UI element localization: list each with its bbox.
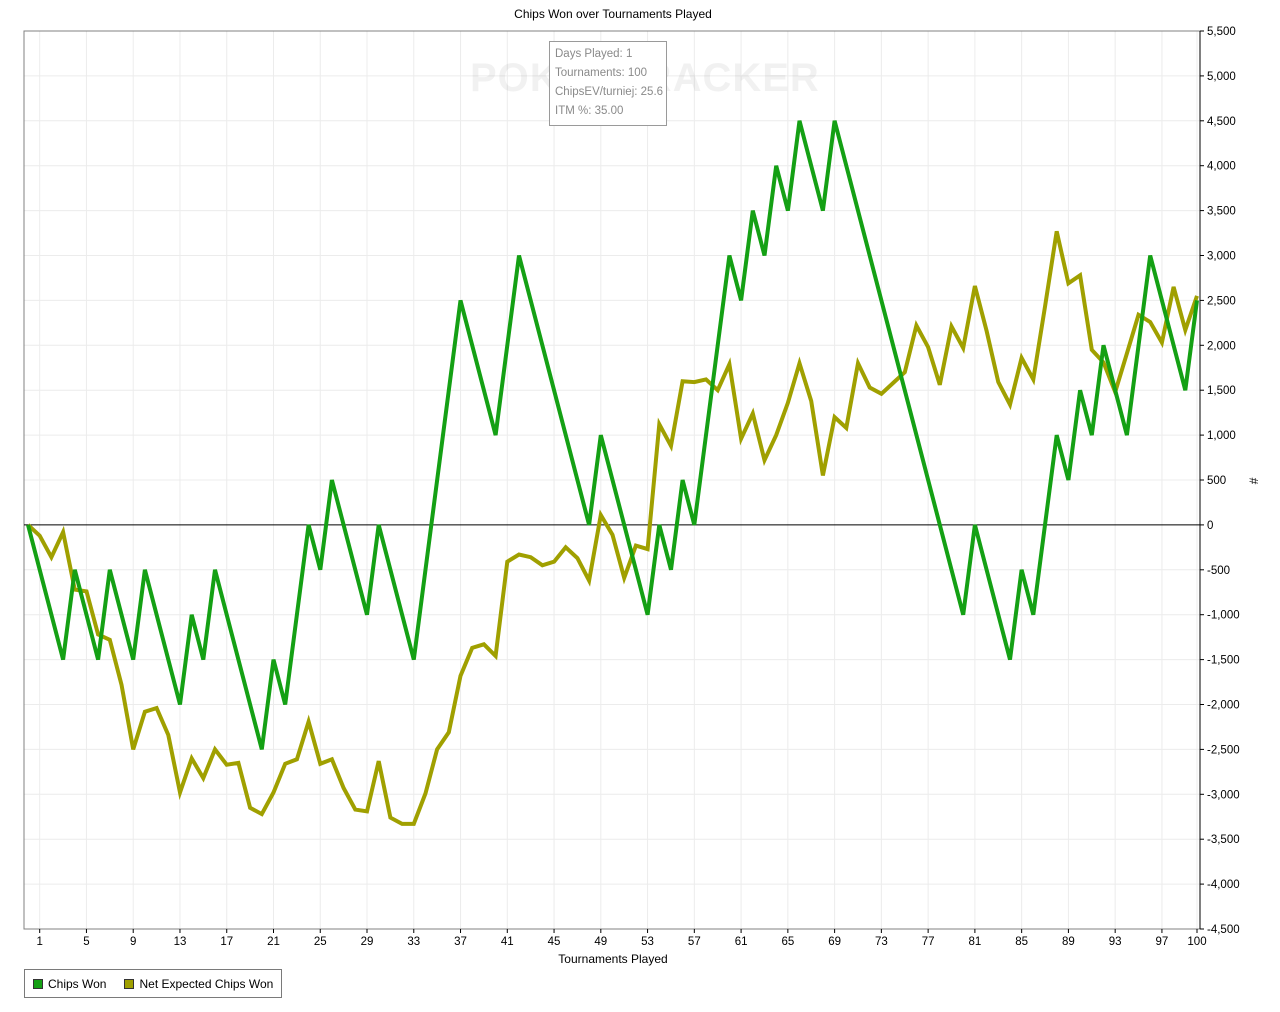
series-line-chips-won: [26, 120, 1199, 750]
x-tick-label: 61: [735, 936, 748, 948]
x-tick-label: 89: [1062, 936, 1075, 948]
y-tick-label: 4,500: [1207, 116, 1236, 128]
y-tick-label: 4,000: [1207, 161, 1236, 173]
x-axis-label: Tournaments Played: [558, 952, 668, 966]
series-lines: [26, 120, 1199, 826]
x-tick-label: 33: [407, 936, 420, 948]
y-tick-label: 1,000: [1207, 430, 1236, 442]
x-tick-label: 81: [968, 936, 981, 948]
x-tick-label: 93: [1109, 936, 1122, 948]
y-tick-label: -500: [1207, 565, 1230, 577]
y-axis-label: #: [1246, 477, 1261, 485]
x-tick-label: 37: [454, 936, 467, 948]
series-line-net-expected-chips-won: [26, 230, 1199, 826]
x-tick-label: 1: [36, 936, 42, 948]
y-tick-label: -1,000: [1207, 610, 1240, 622]
x-tick-label: 97: [1156, 936, 1169, 948]
x-tick-label: 21: [267, 936, 280, 948]
y-tick-label: 0: [1207, 520, 1213, 532]
legend-swatch-icon: [124, 978, 135, 989]
x-tick-label: 45: [548, 936, 561, 948]
hover-tooltip: Days Played: 1 Tournaments: 100 ChipsEV/…: [549, 41, 667, 126]
x-tick-label: 25: [314, 936, 327, 948]
x-tick-label: 5: [83, 936, 89, 948]
y-tick-label: 1,500: [1207, 385, 1236, 397]
y-tick-label: 5,500: [1207, 26, 1236, 38]
legend-label: Chips Won: [48, 976, 107, 991]
y-tick-label: -4,000: [1207, 879, 1240, 891]
y-tick-label: -4,500: [1207, 924, 1240, 936]
y-tick-label: -2,000: [1207, 700, 1240, 712]
x-tick-label: 57: [688, 936, 701, 948]
x-axis-ticks: 1 5 9 13 17 21 25 29 33 37 41 45 49 53 57 61 65 69 73 77 81 8…: [36, 929, 1207, 948]
x-tick-label: 29: [361, 936, 374, 948]
x-tick-label: 100: [1187, 936, 1206, 948]
y-tick-label: -3,500: [1207, 834, 1240, 846]
tooltip-line: Days Played: 1: [555, 48, 633, 60]
y-axis-ticks: 5,500 5,000 4,500 4,000 3,500 3,000 2,500 2,000…: [1200, 26, 1240, 936]
y-tick-label: -3,000: [1207, 789, 1240, 801]
tooltip-line: Tournaments: 100: [555, 67, 648, 79]
legend-swatch-icon: [33, 978, 43, 989]
x-tick-label: 41: [501, 936, 514, 948]
x-tick-label: 77: [922, 936, 935, 948]
y-tick-label: 2,500: [1207, 295, 1236, 307]
y-tick-label: -1,500: [1207, 655, 1240, 667]
y-tick-label: -2,500: [1207, 744, 1240, 756]
x-tick-label: 9: [130, 936, 136, 948]
y-tick-label: 3,000: [1207, 251, 1236, 263]
tooltip-line: ITM %: 35.00: [555, 105, 624, 117]
legend-item-net-expected[interactable]: Net Expected Chips Won: [124, 977, 273, 991]
x-tick-label: 17: [220, 936, 233, 948]
x-tick-label: 13: [174, 936, 187, 948]
x-tick-label: 49: [594, 936, 607, 948]
x-tick-label: 65: [781, 936, 794, 948]
tooltip-line: ChipsEV/turniej: 25.6: [555, 86, 664, 98]
y-tick-label: 500: [1207, 475, 1226, 487]
y-tick-label: 3,500: [1207, 206, 1236, 218]
x-tick-label: 73: [875, 936, 888, 948]
y-tick-label: 5,000: [1207, 71, 1236, 83]
x-tick-label: 53: [641, 936, 654, 948]
chart-title: Chips Won over Tournaments Played: [514, 7, 712, 21]
y-tick-label: 2,000: [1207, 340, 1236, 352]
x-tick-label: 85: [1015, 936, 1028, 948]
legend-label: Net Expected Chips Won: [139, 976, 274, 991]
legend-item-chips-won[interactable]: Chips Won: [33, 977, 106, 991]
x-tick-label: 69: [828, 936, 841, 948]
legend[interactable]: Chips Won Net Expected Chips Won: [24, 969, 283, 998]
